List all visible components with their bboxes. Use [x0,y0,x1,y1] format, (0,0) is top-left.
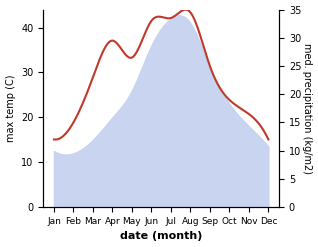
Y-axis label: max temp (C): max temp (C) [5,75,16,142]
Y-axis label: med. precipitation (kg/m2): med. precipitation (kg/m2) [302,43,313,174]
X-axis label: date (month): date (month) [120,231,202,242]
